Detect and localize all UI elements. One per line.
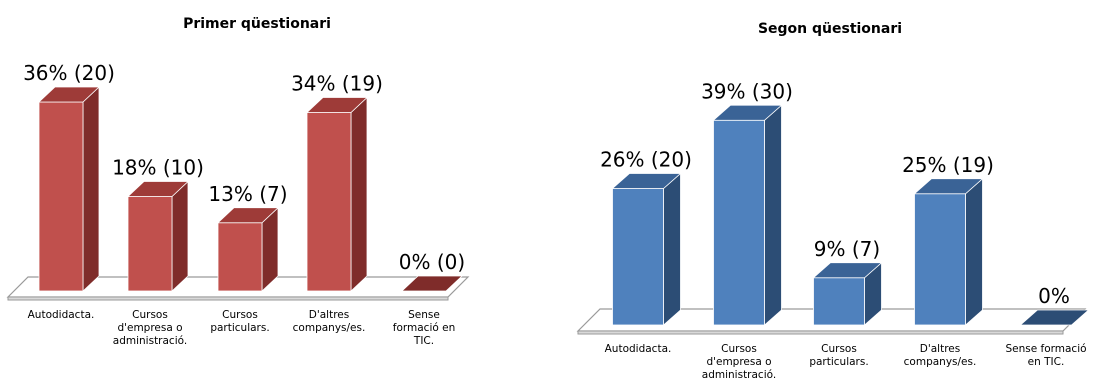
category-label: D'altres companys/es. [904,343,977,368]
bar-front [914,193,966,326]
bar [400,275,464,292]
bar [812,261,883,326]
data-label: 9% (7) [814,237,880,261]
data-label: 13% (7) [208,182,287,206]
chart-floor-edge [7,296,449,301]
bar [216,206,280,292]
chart-2: Segon qüestionari 26% (20) Autodidacta. 39%… [576,21,1090,381]
bar [37,86,101,292]
bar-top [305,97,369,113]
bar [913,177,984,326]
bar-top [216,207,280,224]
data-label: 0% (0) [399,250,465,274]
category-label: Cursos particulars. [809,343,868,368]
bar-front [612,188,664,326]
bar-top [1019,309,1090,326]
bar-top [712,104,783,121]
data-label: 25% (19) [902,153,994,177]
bar-side [171,180,189,292]
category-label: Autodidacta. [605,343,672,355]
bar [712,104,783,326]
bar-front [713,119,765,326]
bar-side [82,86,100,292]
bar-side [965,177,983,326]
bar-side [350,96,368,292]
category-label: Cursos particulars. [210,309,269,334]
data-label: 39% (30) [701,79,793,103]
bar-top [400,275,464,292]
category-label: Sense formació en TIC. [1005,343,1086,368]
chart-floor-edge [577,330,1064,335]
category-label: Sense formació en TIC. [393,309,455,347]
bar-side [663,172,681,326]
bar [126,180,190,292]
category-label: Autodidacta. [28,309,95,321]
bar [611,172,682,326]
data-label: 18% (10) [112,156,204,180]
category-label: D'altres companys/es. [293,309,366,334]
bar-front [813,277,865,326]
data-label: 34% (19) [291,72,383,96]
chart-title: Segon qüestionari [758,21,902,37]
category-label: Cursos d'empresa o administració. [113,309,187,347]
chart-1: Primer qüestionari 36% (20) Autodidacta. 18… [6,16,470,347]
bar-side [764,104,782,326]
bar-top [913,178,984,195]
bar-front [127,196,173,292]
bar-top [611,173,682,189]
chart-title: Primer qüestionari [183,16,331,32]
category-label: Cursos d'empresa o administració. [702,343,776,381]
bar [1019,309,1090,326]
bar-top [126,181,190,197]
data-label: 26% (20) [600,148,692,172]
bar [305,96,369,292]
bar-front [38,101,84,292]
bar-front [306,112,352,292]
bar-front [217,222,263,292]
bar-top [812,262,883,279]
data-label: 0% [1038,284,1070,308]
bar-top [37,86,101,103]
data-label: 36% (20) [23,61,115,85]
